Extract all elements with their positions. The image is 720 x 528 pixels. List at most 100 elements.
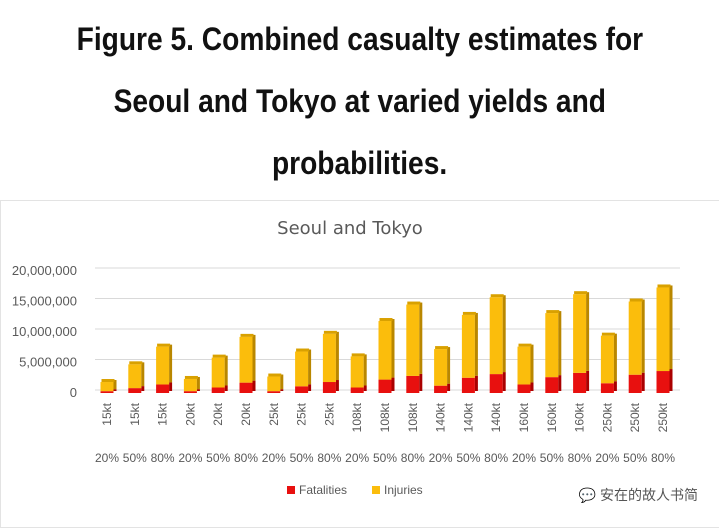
bar-fatalities — [156, 384, 170, 393]
bar-side — [447, 347, 451, 384]
bar-top — [601, 332, 615, 336]
bar-side — [474, 312, 478, 376]
bar-fatalities — [183, 391, 197, 393]
x-tick-label: 140kt — [434, 402, 448, 432]
bar-side — [669, 285, 673, 370]
bar-side — [252, 380, 256, 391]
chart-title: Seoul and Tokyo — [277, 218, 423, 239]
bar-side — [419, 373, 423, 391]
probability-label: 20% — [429, 451, 453, 465]
bar-injuries — [156, 346, 170, 385]
legend-swatch — [287, 486, 295, 494]
x-tick-label: 108kt — [406, 402, 420, 432]
bar-fatalities — [434, 385, 448, 393]
bar-fatalities — [461, 377, 475, 393]
probability-label: 50% — [456, 451, 480, 465]
y-tick-label: 20,000,000 — [12, 263, 77, 278]
bar-side — [669, 369, 673, 391]
title-line-1: Figure 5. Combined casualty estimates fo… — [76, 21, 644, 57]
probability-label: 80% — [651, 451, 675, 465]
probability-label: 50% — [373, 451, 397, 465]
x-tick-label: 25kt — [322, 402, 336, 425]
bar-top — [379, 318, 393, 322]
bar-fatalities — [378, 379, 392, 393]
x-tick-label: 160kt — [517, 402, 531, 432]
probability-label: 20% — [512, 451, 536, 465]
bar-injuries — [600, 335, 614, 384]
bar-fatalities — [322, 382, 336, 393]
bar-fatalities — [656, 371, 670, 393]
y-tick-label: 0 — [70, 385, 77, 400]
bar-side — [558, 375, 562, 391]
x-tick-label: 20kt — [183, 402, 197, 425]
bar-top — [351, 353, 365, 357]
x-tick-label: 108kt — [378, 402, 392, 432]
bar-side — [280, 389, 284, 391]
bar-injuries — [183, 378, 197, 392]
bar-side — [169, 344, 173, 383]
bar-injuries — [517, 346, 531, 385]
bar-injuries — [350, 356, 364, 388]
figure-title: Figure 5. Combined casualty estimates fo… — [0, 8, 720, 194]
bar-side — [335, 380, 339, 391]
bar-fatalities — [128, 388, 142, 393]
bar-top — [157, 343, 171, 347]
probability-label: 80% — [234, 451, 258, 465]
bar-side — [308, 349, 312, 385]
bar-injuries — [322, 333, 336, 383]
probability-label: 50% — [623, 451, 647, 465]
bar-top — [296, 348, 310, 352]
bar-injuries — [461, 314, 475, 378]
bar-injuries — [545, 313, 559, 378]
bar-fatalities — [267, 391, 281, 393]
bar-side — [502, 295, 506, 373]
x-tick-label: 250kt — [656, 402, 670, 432]
bar-side — [391, 377, 395, 391]
bar-top — [518, 343, 532, 347]
bar-side — [224, 355, 228, 386]
bar-side — [641, 299, 645, 373]
bar-side — [141, 386, 145, 391]
watermark-text: 安在的故人书简 — [600, 487, 698, 503]
y-tick-label: 15,000,000 — [12, 294, 77, 309]
x-tick-label: 160kt — [573, 402, 587, 432]
bar-top — [462, 311, 476, 315]
bar-fatalities — [600, 383, 614, 393]
y-tick-label: 5,000,000 — [19, 355, 77, 370]
bar-injuries — [406, 304, 420, 376]
bar-injuries — [267, 376, 281, 392]
bar-injuries — [573, 294, 587, 373]
bar-side — [391, 319, 395, 378]
probability-label: 80% — [484, 451, 508, 465]
bar-injuries — [295, 351, 309, 387]
bar-top — [129, 361, 143, 365]
watermark: 💬 安在的故人书简 — [579, 485, 698, 505]
bar-top — [184, 375, 198, 379]
bar-top — [629, 298, 643, 302]
bar-injuries — [100, 382, 114, 392]
bar-side — [363, 354, 367, 386]
bar-top — [657, 284, 671, 288]
bar-fatalities — [517, 384, 531, 393]
title-line-3: probabilities. — [272, 145, 448, 181]
legend-swatch — [372, 486, 380, 494]
bar-side — [502, 372, 506, 391]
wechat-icon: 💬 — [578, 486, 596, 503]
bar-fatalities — [350, 387, 364, 393]
bar-side — [474, 375, 478, 391]
x-tick-label: 15kt — [100, 402, 114, 425]
bar-side — [141, 362, 145, 387]
bar-injuries — [656, 287, 670, 372]
probability-label: 50% — [540, 451, 564, 465]
x-tick-label: 20kt — [211, 402, 225, 425]
bar-injuries — [378, 321, 392, 380]
bar-side — [641, 372, 645, 391]
x-tick-label: 250kt — [600, 402, 614, 432]
probability-label: 20% — [262, 451, 286, 465]
legend-label: Injuries — [384, 483, 423, 497]
x-tick-label: 25kt — [295, 402, 309, 425]
bar-side — [613, 333, 617, 382]
bar-fatalities — [545, 377, 559, 393]
bar-side — [586, 292, 590, 371]
